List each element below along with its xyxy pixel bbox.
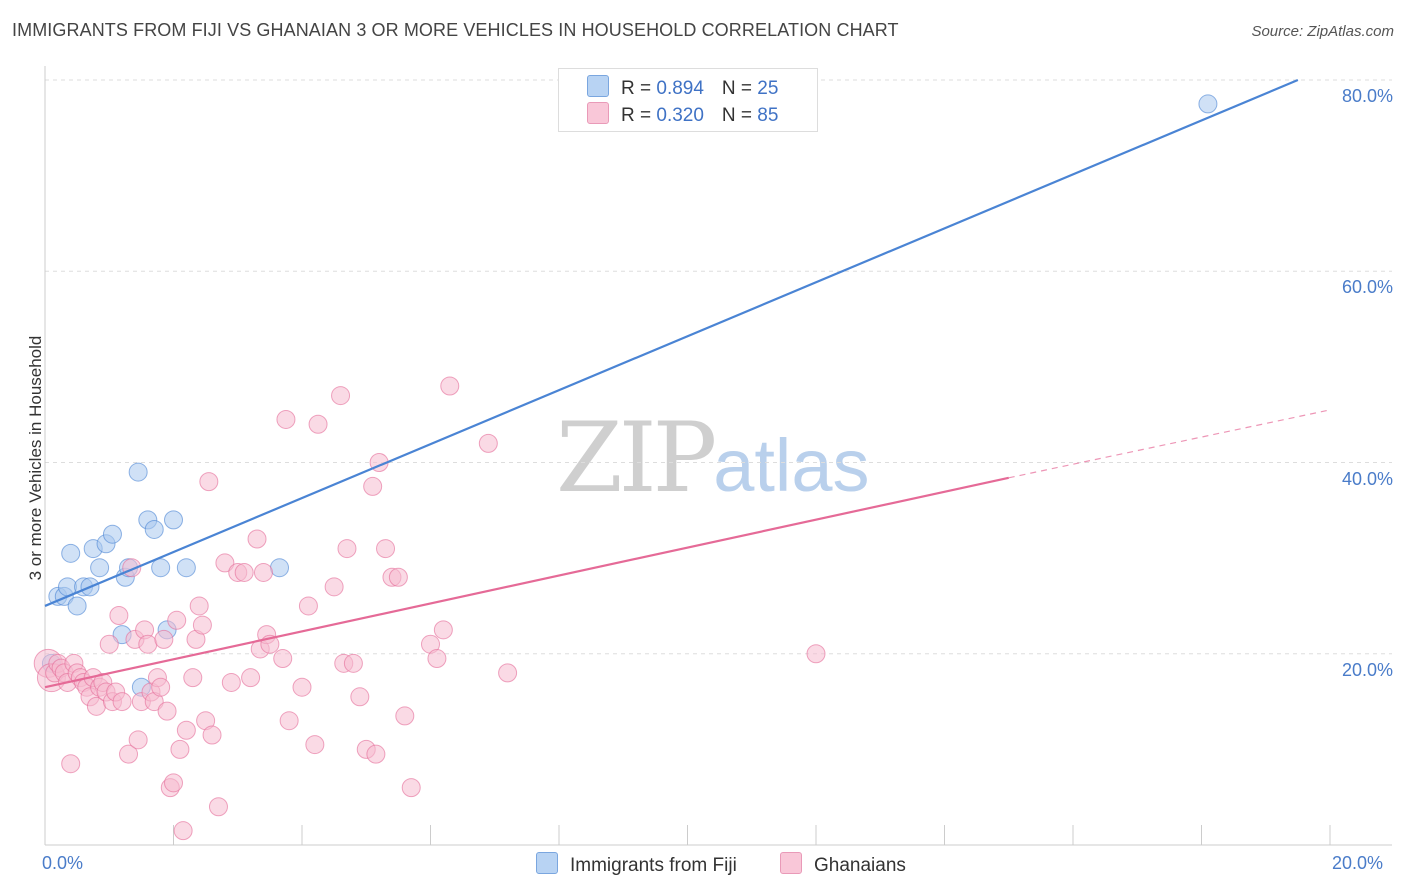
chart-title: IMMIGRANTS FROM FIJI VS GHANAIAN 3 OR MO… [12,20,899,40]
ghana-r-value: 0.320 [656,105,704,126]
fiji-n-label: N = [721,78,758,99]
x-tick-label-min: 0.0% [42,853,84,873]
ghana-point-50 [208,797,228,817]
ghana-point-68 [324,577,344,597]
ghana-point-35 [154,629,174,649]
ghana-point-7 [61,754,81,774]
fiji-swatch [587,75,609,97]
fiji-n-value: 25 [757,78,779,99]
ghana-point-81 [395,706,415,726]
ghana-point-52 [221,672,241,692]
ghana-point-69 [331,386,351,406]
ghana-point-71 [337,539,357,559]
ghana-point-27 [128,730,148,750]
x-tick-label-max: 20.0% [1332,853,1384,873]
legend-item-fiji: Immigrants from Fiji [536,852,737,877]
y-tick-label-0: 20.0% [1341,659,1393,680]
fiji-point-22 [176,558,196,578]
ghana-point-34 [151,677,171,697]
ghana-point-66 [305,735,325,755]
ghana-point-19 [99,634,119,654]
ghana-point-67 [308,414,328,434]
ghana-point-62 [276,409,296,429]
stats-legend: R = 0.894 N = 25 R = 0.320 N = 85 [558,68,818,132]
legend-ghana-swatch [780,852,802,874]
ghana-n-value: 85 [757,105,779,126]
ghana-point-72 [343,653,363,673]
ghana-point-42 [176,720,196,740]
source-label: Source: ZipAtlas.com [1251,23,1394,40]
ghana-point-54 [234,562,254,582]
y-axis-label: 3 or more Vehicles in Household [26,335,45,581]
ghana-r-label: R = [621,105,657,126]
fiji-point-18 [144,519,164,539]
ghana-point-39 [167,610,187,630]
ghana-point-49 [202,725,222,745]
ghana-point-58 [253,562,273,582]
fiji-point-23 [270,558,290,578]
ghana-point-85 [433,620,453,640]
y-tick-label-3: 80.0% [1341,86,1393,106]
fiji-point-19 [151,558,171,578]
legend-ghana-label: Ghanaians [814,855,906,876]
ghana-point-46 [192,615,212,635]
fiji-point-4 [61,543,81,563]
ghana-point-76 [366,744,386,764]
legend-item-ghanaians: Ghanaians [780,852,906,877]
fiji-point-24 [1198,94,1218,114]
ghana-point-43 [183,668,203,688]
fiji-r-label: R = [621,78,657,99]
fiji-point-11 [102,524,122,544]
ghana-point-30 [138,634,158,654]
stats-legend-row-ghana: R = 0.320 N = 85 [587,102,778,128]
y-tick-label-2: 60.0% [1341,277,1393,298]
watermark-zip: ZIP [556,402,717,514]
ghana-trend-extension [1008,409,1331,479]
ghana-n-label: N = [721,105,758,126]
fiji-trend-line [44,78,1299,607]
ghana-point-38 [164,773,183,793]
ghana-point-82 [401,778,421,798]
ghana-point-73 [350,687,370,707]
ghana-point-61 [273,649,293,669]
ghana-point-41 [173,821,193,841]
ghana-swatch [587,102,609,124]
fiji-point-9 [90,558,110,578]
ghana-point-55 [241,668,261,688]
ghana-point-36 [157,701,177,721]
ghana-point-88 [498,663,518,683]
ghana-point-78 [376,539,396,559]
y-tick-label-1: 40.0% [1341,468,1393,489]
ghana-point-86 [440,376,460,396]
ghana-point-63 [279,711,299,731]
ghana-point-84 [427,649,447,669]
fiji-r-value: 0.894 [656,78,704,99]
watermark: ZIPatlas [556,402,870,514]
ghana-point-48 [199,472,219,492]
fiji-point-15 [128,462,148,482]
legend-fiji-label: Immigrants from Fiji [570,855,737,876]
fiji-point-21 [164,510,183,530]
ghana-point-89 [806,644,826,664]
ghana-point-80 [388,567,408,587]
ghana-point-75 [363,476,383,496]
ghana-point-65 [298,596,318,616]
ghana-point-56 [247,529,267,549]
ghana-point-51 [215,553,235,573]
watermark-atlas: atlas [713,424,870,507]
legend-fiji-swatch [536,852,558,874]
fiji-point-5 [67,596,87,616]
ghana-point-64 [292,677,312,697]
ghana-point-22 [109,606,129,625]
ghana-point-87 [478,433,498,453]
stats-legend-row-fiji: R = 0.894 N = 25 [587,75,778,101]
ghana-point-23 [112,692,132,712]
ghana-point-40 [170,739,190,759]
ghana-point-24 [119,744,139,764]
ghana-point-45 [189,596,209,616]
ghana-trend-line [44,476,1009,689]
